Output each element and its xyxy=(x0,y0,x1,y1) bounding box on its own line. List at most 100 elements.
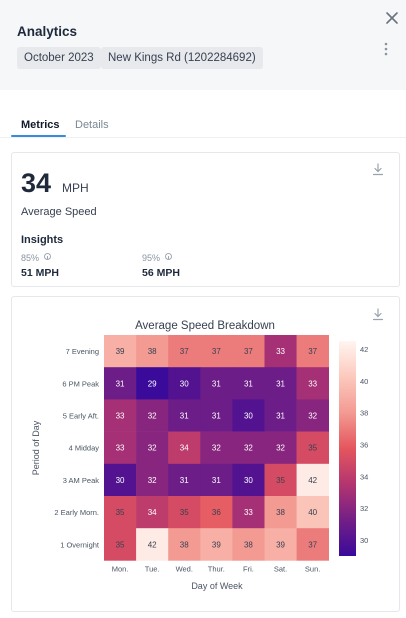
average-speed-label: Average Speed xyxy=(21,206,97,218)
y-tick-label: 2 Early Morn. xyxy=(54,508,99,517)
heatmap-cell xyxy=(232,496,265,529)
cell-value: 31 xyxy=(212,412,221,421)
cell-value: 37 xyxy=(308,540,317,549)
heatmap-cell xyxy=(104,431,137,465)
colorbar-tick-label: 38 xyxy=(360,409,368,418)
heatmap-cell xyxy=(136,367,169,400)
heatmap-cell xyxy=(264,496,297,529)
cell-value: 30 xyxy=(244,412,253,421)
y-tick-label: 7 Evening xyxy=(66,347,99,356)
heatmap-cell xyxy=(200,335,233,368)
heatmap-cell xyxy=(296,463,329,497)
x-tick-label: Thur. xyxy=(208,564,225,573)
heatmap-cell xyxy=(232,335,265,368)
cell-value: 32 xyxy=(148,412,157,421)
panel-header: Analytics October 2023 New Kings Rd (120… xyxy=(0,0,406,90)
heatmap-cell xyxy=(200,367,233,400)
colorbar-tick-label: 36 xyxy=(360,441,368,450)
cell-value: 32 xyxy=(276,444,285,453)
insight-85-value: 51 MPH xyxy=(21,267,59,279)
x-tick-label: Sun. xyxy=(305,564,320,573)
heatmap-cell xyxy=(168,463,201,497)
colorbar-tick-label: 32 xyxy=(360,504,368,513)
cell-value: 32 xyxy=(212,444,221,453)
cell-value: 38 xyxy=(148,347,157,356)
info-icon[interactable] xyxy=(165,253,173,260)
heatmap-cell xyxy=(296,399,329,432)
x-tick-label: Tue. xyxy=(145,564,160,573)
cell-value: 37 xyxy=(212,347,221,356)
cell-value: 35 xyxy=(276,476,285,485)
more-vertical-icon[interactable] xyxy=(381,42,391,56)
heatmap-cell xyxy=(264,431,297,465)
cell-value: 30 xyxy=(180,379,189,388)
average-speed-card xyxy=(11,152,400,287)
average-speed-value: 34 xyxy=(21,168,52,198)
cell-value: 33 xyxy=(276,347,285,356)
cell-value: 31 xyxy=(116,379,125,388)
info-icon[interactable] xyxy=(44,253,52,260)
active-tab-indicator xyxy=(11,135,66,137)
x-tick-label: Sat. xyxy=(274,564,287,573)
y-tick-label: 5 Early Aft. xyxy=(63,412,99,421)
cell-value: 33 xyxy=(308,379,317,388)
insights-heading: Insights xyxy=(21,234,64,246)
tab-metrics[interactable]: Metrics xyxy=(21,119,60,131)
cell-value: 31 xyxy=(212,379,221,388)
colorbar-tick-label: 30 xyxy=(360,536,368,545)
cell-value: 35 xyxy=(116,540,125,549)
cell-value: 39 xyxy=(276,540,285,549)
y-axis-label: Period of Day xyxy=(31,420,41,475)
heatmap-cell xyxy=(296,335,329,368)
heatmap-cell xyxy=(168,367,201,400)
heatmap-cell xyxy=(168,431,201,465)
heatmap-cell xyxy=(232,463,265,497)
cell-value: 31 xyxy=(276,379,285,388)
cell-value: 38 xyxy=(276,508,285,517)
heatmap-cell xyxy=(232,399,265,432)
cell-value: 32 xyxy=(148,476,157,485)
colorbar-tick-label: 34 xyxy=(360,472,368,481)
heatmap-cell xyxy=(104,528,137,561)
y-tick-label: 4 Midday xyxy=(69,444,100,453)
cell-value: 39 xyxy=(116,347,125,356)
date-chip[interactable]: October 2023 xyxy=(17,47,101,69)
heatmap-cell xyxy=(136,431,169,465)
y-tick-label: 1 Overnight xyxy=(60,540,100,549)
cell-value: 30 xyxy=(116,476,125,485)
cell-value: 31 xyxy=(244,379,253,388)
cell-value: 31 xyxy=(212,476,221,485)
cell-value: 38 xyxy=(244,540,253,549)
cell-value: 33 xyxy=(244,508,253,517)
cell-value: 42 xyxy=(308,476,317,485)
y-tick-label: 3 AM Peak xyxy=(63,476,100,485)
location-chip[interactable]: New Kings Rd (1202284692) xyxy=(101,47,263,69)
heatmap-cell xyxy=(136,528,169,561)
cell-value: 36 xyxy=(212,508,221,517)
heatmap-cell xyxy=(232,431,265,465)
download-icon[interactable] xyxy=(372,308,384,322)
heatmap-cell xyxy=(296,431,329,465)
x-tick-label: Fri. xyxy=(243,564,254,573)
cell-value: 29 xyxy=(148,379,157,388)
heatmap-cell xyxy=(200,463,233,497)
heatmap-cell xyxy=(232,528,265,561)
heatmap-cell xyxy=(168,335,201,368)
cell-value: 42 xyxy=(148,540,157,549)
panel-title: Analytics xyxy=(17,24,78,39)
x-tick-label: Mon. xyxy=(112,564,129,573)
cell-value: 35 xyxy=(116,508,125,517)
tab-details[interactable]: Details xyxy=(75,119,109,131)
heatmap-cell xyxy=(200,496,233,529)
heatmap-cell xyxy=(136,463,169,497)
heatmap-cell xyxy=(264,367,297,400)
close-icon[interactable] xyxy=(384,10,400,26)
heatmap-cell xyxy=(104,496,137,529)
colorbar-tick-label: 42 xyxy=(360,345,368,354)
download-icon[interactable] xyxy=(372,163,384,177)
cell-value: 33 xyxy=(116,412,125,421)
cell-value: 32 xyxy=(244,444,253,453)
heatmap-cell xyxy=(104,367,137,400)
y-tick-label: 6 PM Peak xyxy=(62,379,99,388)
colorbar-tick-label: 40 xyxy=(360,377,368,386)
